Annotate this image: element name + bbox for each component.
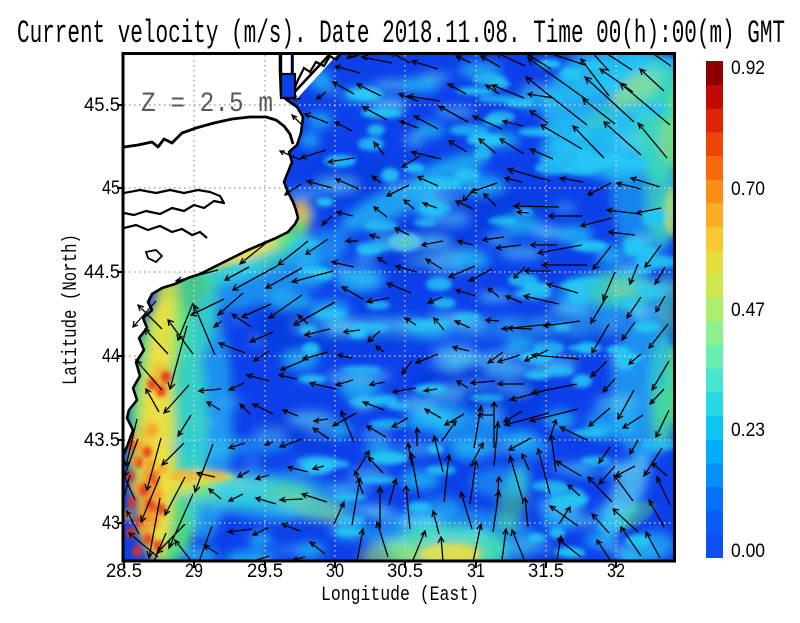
svg-text:31.5: 31.5 <box>528 561 564 582</box>
svg-text:43: 43 <box>102 513 120 534</box>
svg-text:28.5: 28.5 <box>106 561 142 582</box>
svg-text:Latitude (North): Latitude (North) <box>60 234 83 385</box>
svg-text:44: 44 <box>102 346 120 367</box>
svg-text:43.5: 43.5 <box>84 430 120 451</box>
svg-text:Longitude (East): Longitude (East) <box>321 584 479 607</box>
svg-text:30.5: 30.5 <box>387 561 423 582</box>
svg-text:Current velocity (m/s). Date 2: Current velocity (m/s). Date 2018.11.08.… <box>17 15 785 52</box>
svg-text:31: 31 <box>467 561 485 582</box>
svg-text:32: 32 <box>607 561 625 582</box>
svg-text:45: 45 <box>102 178 120 199</box>
svg-text:0.92: 0.92 <box>731 58 765 79</box>
svg-text:0.23: 0.23 <box>731 420 765 441</box>
svg-text:30: 30 <box>326 561 344 582</box>
svg-text:Z = 2.5 m: Z = 2.5 m <box>141 89 273 120</box>
svg-text:0.47: 0.47 <box>731 300 765 321</box>
svg-text:29.5: 29.5 <box>247 561 283 582</box>
svg-text:29: 29 <box>185 561 203 582</box>
svg-text:0.70: 0.70 <box>731 179 765 200</box>
svg-text:44.5: 44.5 <box>84 262 120 283</box>
svg-text:45.5: 45.5 <box>84 95 120 116</box>
svg-text:0.00: 0.00 <box>731 541 765 562</box>
